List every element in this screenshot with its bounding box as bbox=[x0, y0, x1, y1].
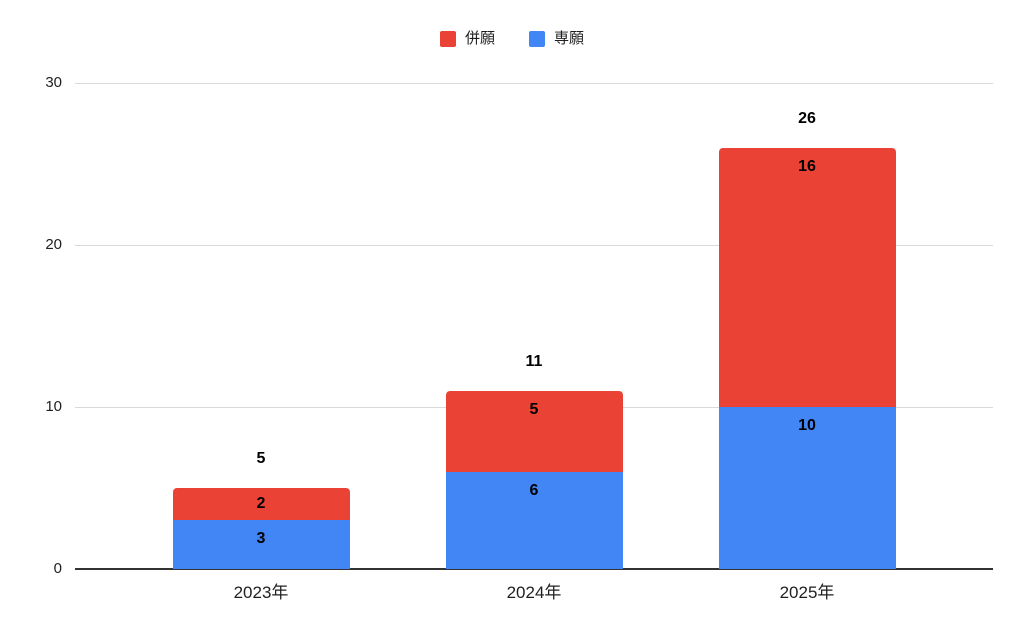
bar-segment-value-label: 16 bbox=[798, 157, 816, 175]
x-axis-tick-label: 2023年 bbox=[233, 583, 289, 602]
bar-segment-value-label: 2 bbox=[256, 495, 266, 513]
bar-total-label: 5 bbox=[256, 450, 266, 467]
y-axis-tick-label: 0 bbox=[53, 560, 62, 577]
bar-segment-専願-2025年[interactable] bbox=[718, 407, 896, 569]
bar-segment-value-label: 10 bbox=[798, 417, 816, 434]
bar-segment-専願-2024年[interactable] bbox=[445, 471, 623, 569]
x-axis-tick-label: 2024年 bbox=[506, 583, 562, 602]
bar-segment-value-label: 6 bbox=[529, 481, 539, 499]
y-axis-tick-label: 20 bbox=[45, 236, 62, 253]
legend-item-heigan[interactable]: 併願 bbox=[439, 29, 495, 49]
gridline bbox=[75, 83, 993, 84]
chart-legend: 併願 専願 bbox=[0, 29, 1024, 49]
bar-segment-専願-2023年[interactable] bbox=[172, 520, 350, 569]
legend-swatch-sengan bbox=[529, 31, 545, 47]
bar-total-label: 11 bbox=[525, 352, 543, 370]
gridline bbox=[75, 245, 993, 246]
bar-segment-併願-2023年[interactable] bbox=[172, 488, 350, 521]
legend-item-sengan[interactable]: 専願 bbox=[529, 29, 584, 49]
x-axis-line bbox=[75, 568, 993, 570]
bar-total-label: 26 bbox=[798, 109, 816, 127]
y-axis-tick-label: 10 bbox=[45, 398, 62, 415]
bar-segment-value-label: 3 bbox=[256, 530, 266, 548]
bar-segment-併願-2025年[interactable] bbox=[718, 147, 896, 407]
bar-segment-value-label: 5 bbox=[529, 400, 539, 418]
legend-label-heigan: 併願 bbox=[464, 30, 495, 47]
legend-swatch-heigan bbox=[439, 31, 456, 47]
x-axis-tick-label: 2025年 bbox=[779, 583, 835, 602]
bar-segment-併願-2024年[interactable] bbox=[445, 390, 623, 472]
y-axis-tick-label: 30 bbox=[45, 74, 62, 91]
legend-label-sengan: 専願 bbox=[554, 30, 585, 47]
